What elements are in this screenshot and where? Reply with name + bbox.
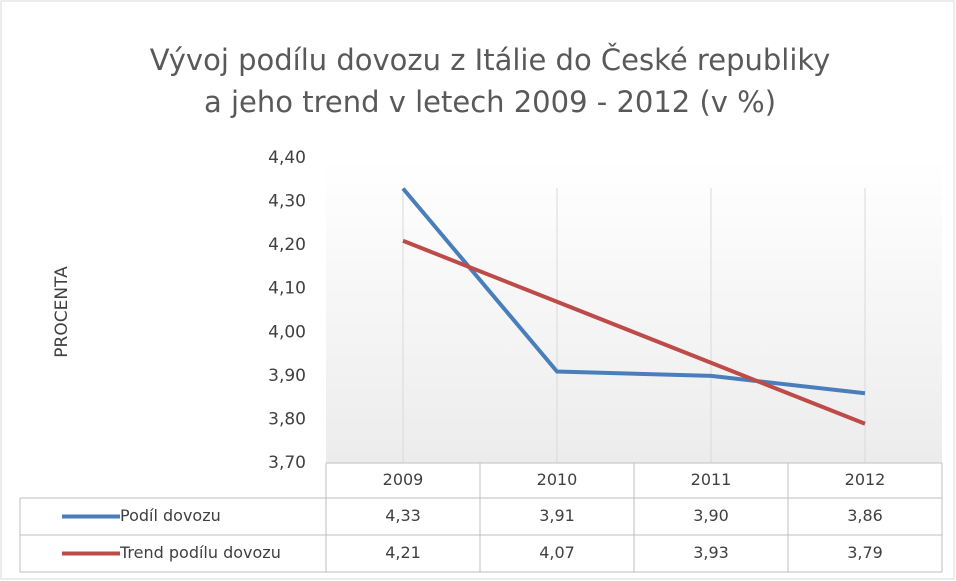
y-tick-label: 4,10 [268,279,306,299]
table-cell: 4,33 [385,506,421,525]
table-cell: 3,79 [847,543,883,562]
table-cell: 3,93 [693,543,729,562]
y-tick-label: 4,20 [268,235,306,255]
y-tick-label: 4,40 [268,148,306,168]
legend-label: Trend podílu dovozu [119,543,281,562]
y-tick-label: 3,90 [268,366,306,386]
table-cell: 3,90 [693,506,729,525]
chart-title: a jeho trend v letech 2009 - 2012 (v %) [204,85,776,119]
y-tick-label: 4,00 [268,322,306,342]
table-cell: 3,86 [847,506,883,525]
line-series [401,187,866,396]
y-tick-label: 4,30 [268,192,306,212]
table-cell: 3,91 [539,506,575,525]
table-cell: 4,21 [385,543,421,562]
x-tick-label: 2010 [537,470,578,489]
y-tick-label: 3,80 [268,409,306,429]
chart-title: Vývoj podílu dovozu z Itálie do České re… [150,43,831,77]
line-series [402,238,866,426]
y-axis-label: PROCENTA [52,266,72,358]
legend-label: Podíl dovozu [120,506,221,525]
y-tick-label: 3,70 [268,453,306,473]
table-cell: 4,07 [539,543,575,562]
x-tick-label: 2011 [691,470,732,489]
x-tick-label: 2009 [383,470,424,489]
x-tick-label: 2012 [845,470,886,489]
